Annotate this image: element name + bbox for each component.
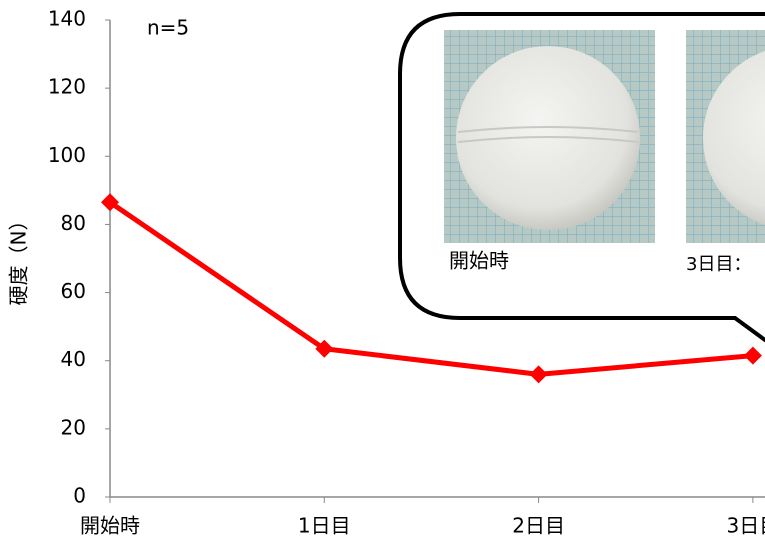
photo-label: 開始時 (449, 249, 509, 273)
y-tick-label: 60 (61, 279, 86, 303)
photo-label: 3日目： (686, 254, 751, 275)
marker (529, 365, 548, 384)
annotation: n=5 (147, 16, 189, 40)
marker (315, 339, 334, 358)
y-tick-label: 80 (61, 211, 86, 235)
marker (743, 346, 762, 365)
y-axis-title: 硬度（N） (7, 211, 31, 306)
y-tick-label: 20 (61, 415, 86, 439)
x-tick-label: 2日目 (512, 514, 565, 538)
y-tick-label: 40 (61, 347, 86, 371)
x-tick-label: 3日目 (727, 514, 765, 538)
y-tick-label: 140 (48, 7, 86, 31)
marker (101, 193, 119, 212)
pill-image (703, 51, 765, 225)
y-tick-label: 120 (48, 75, 86, 99)
y-tick-label: 0 (73, 484, 86, 508)
callout: 開始時 3日目： (398, 12, 765, 342)
x-tick-label: 開始時 (80, 514, 140, 538)
x-tick-label: 1日目 (298, 514, 351, 538)
y-tick-label: 100 (48, 143, 86, 167)
pill-score (457, 126, 639, 143)
line (108, 200, 754, 377)
